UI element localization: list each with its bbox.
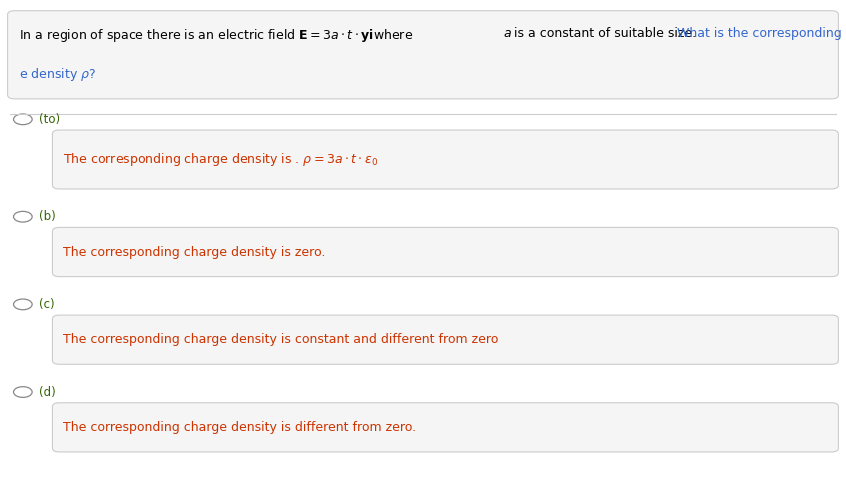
Text: e density $\rho$?: e density $\rho$? bbox=[19, 66, 96, 83]
Text: (b): (b) bbox=[39, 210, 56, 223]
Text: $a$: $a$ bbox=[503, 27, 512, 40]
FancyBboxPatch shape bbox=[52, 315, 838, 364]
Text: is a constant of suitable size.: is a constant of suitable size. bbox=[514, 27, 700, 40]
FancyBboxPatch shape bbox=[8, 11, 838, 99]
Text: (to): (to) bbox=[39, 113, 60, 126]
Text: In a region of space there is an electric field $\mathbf{E} = 3a \cdot t \cdot \: In a region of space there is an electri… bbox=[19, 27, 414, 44]
Text: The corresponding charge density is zero.: The corresponding charge density is zero… bbox=[63, 245, 326, 259]
Text: The corresponding charge density is constant and different from zero: The corresponding charge density is cons… bbox=[63, 333, 499, 346]
FancyBboxPatch shape bbox=[52, 130, 838, 189]
FancyBboxPatch shape bbox=[52, 403, 838, 452]
Text: The corresponding charge density is different from zero.: The corresponding charge density is diff… bbox=[63, 421, 416, 434]
Text: The corresponding charge density is . $\rho = 3a \cdot t \cdot \varepsilon_0$: The corresponding charge density is . $\… bbox=[63, 151, 378, 168]
Text: (d): (d) bbox=[39, 386, 56, 398]
Text: What is the corresponding charg: What is the corresponding charg bbox=[677, 27, 846, 40]
Text: (c): (c) bbox=[39, 298, 54, 311]
FancyBboxPatch shape bbox=[52, 227, 838, 277]
